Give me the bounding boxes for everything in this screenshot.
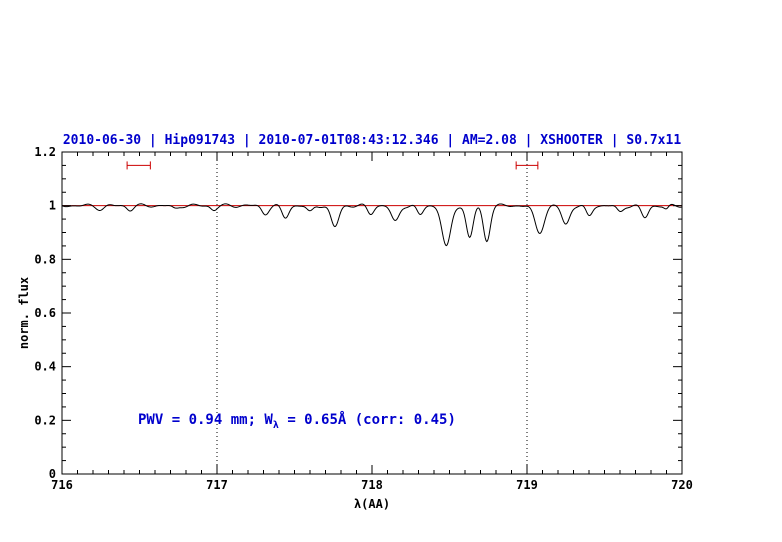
y-tick-label: 0.8 [34, 252, 56, 266]
pwv-annotation-sub: λ [272, 419, 279, 431]
y-axis-label: norm. flux [17, 276, 31, 350]
x-tick-label: 720 [671, 478, 693, 492]
y-tick-label: 0.4 [34, 360, 56, 374]
pwv-annotation-post: = 0.65Å (corr: 0.45) [278, 412, 456, 428]
spectrum-line [61, 203, 683, 247]
y-tick-label: 0.6 [34, 306, 56, 320]
y-tick-label: 0.2 [34, 413, 56, 427]
x-tick-label: 719 [516, 478, 538, 492]
plot-title: 2010-06-30 | Hip091743 | 2010-07-01T08:4… [62, 133, 682, 148]
pwv-annotation-pre: PWV = 0.94 mm; W [138, 412, 273, 428]
x-axis-label: λ(AA) [353, 497, 391, 511]
pwv-annotation: PWV = 0.94 mm; Wλ = 0.65Å (corr: 0.45) [138, 412, 456, 431]
y-tick-label: 1 [49, 199, 56, 213]
x-tick-label: 716 [51, 478, 73, 492]
y-tick-label: 1.2 [34, 145, 56, 159]
x-tick-label: 718 [361, 478, 383, 492]
x-tick-label: 717 [206, 478, 228, 492]
y-tick-label: 0 [49, 467, 56, 481]
